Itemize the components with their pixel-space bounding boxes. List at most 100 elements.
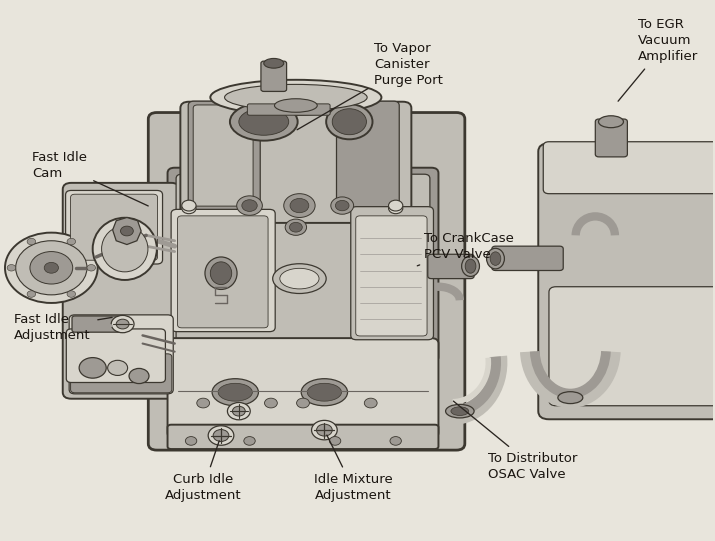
Circle shape [331,197,354,214]
Ellipse shape [212,379,258,406]
Ellipse shape [129,368,149,384]
Circle shape [16,241,87,295]
Ellipse shape [210,80,381,115]
FancyBboxPatch shape [148,113,465,450]
Circle shape [232,406,245,416]
Circle shape [290,222,302,232]
Ellipse shape [205,257,237,289]
FancyBboxPatch shape [428,254,474,279]
FancyBboxPatch shape [167,338,438,438]
Circle shape [27,239,36,245]
Circle shape [44,262,59,273]
Ellipse shape [487,248,504,269]
FancyBboxPatch shape [492,246,563,270]
FancyBboxPatch shape [543,142,715,194]
FancyBboxPatch shape [247,104,330,115]
Text: To EGR
Vacuum
Amplifier: To EGR Vacuum Amplifier [618,18,699,101]
Circle shape [237,196,262,215]
Circle shape [284,194,315,217]
Circle shape [265,398,277,408]
Ellipse shape [451,407,469,415]
Ellipse shape [490,252,500,266]
Circle shape [83,321,87,324]
FancyBboxPatch shape [188,101,260,210]
Text: To Vapor
Canister
Purge Port: To Vapor Canister Purge Port [297,42,443,130]
FancyBboxPatch shape [177,216,268,328]
Circle shape [5,233,98,303]
Circle shape [112,315,134,333]
FancyBboxPatch shape [71,354,172,393]
FancyBboxPatch shape [176,174,430,356]
FancyBboxPatch shape [66,329,165,382]
FancyBboxPatch shape [167,168,438,362]
FancyBboxPatch shape [337,101,399,210]
Text: Idle Mixture
Adjustment: Idle Mixture Adjustment [313,435,393,503]
Circle shape [388,200,403,211]
Circle shape [390,437,401,445]
Circle shape [208,426,234,445]
Circle shape [317,424,332,436]
Ellipse shape [558,392,583,404]
Circle shape [213,430,229,441]
Circle shape [7,265,16,271]
Circle shape [185,437,197,445]
Circle shape [88,324,92,327]
Ellipse shape [272,264,326,293]
Ellipse shape [108,360,127,375]
Ellipse shape [218,383,252,401]
FancyBboxPatch shape [538,143,715,419]
Ellipse shape [79,358,107,378]
Circle shape [330,437,341,445]
Circle shape [67,291,76,297]
Circle shape [182,203,196,214]
Ellipse shape [239,108,289,135]
Ellipse shape [465,259,476,273]
Ellipse shape [225,84,368,110]
Circle shape [312,420,337,440]
FancyBboxPatch shape [180,102,411,223]
Polygon shape [113,217,141,245]
FancyBboxPatch shape [69,315,173,394]
Text: To CrankCase
PCV Valve: To CrankCase PCV Valve [418,232,514,266]
Ellipse shape [93,217,157,280]
Ellipse shape [598,116,623,128]
Ellipse shape [332,109,367,135]
Circle shape [290,199,309,213]
Text: Fast Idle
Cam: Fast Idle Cam [32,150,148,206]
FancyBboxPatch shape [596,119,627,157]
Ellipse shape [264,58,284,68]
Circle shape [388,203,403,214]
Ellipse shape [230,103,297,141]
Ellipse shape [210,262,232,285]
Circle shape [244,437,255,445]
FancyBboxPatch shape [66,190,162,264]
Circle shape [87,265,96,271]
Circle shape [78,324,82,327]
FancyBboxPatch shape [356,216,427,336]
Text: To Distributor
OSAC Valve: To Distributor OSAC Valve [453,401,578,481]
Text: Curb Idle
Adjustment: Curb Idle Adjustment [165,441,242,503]
Circle shape [67,239,76,245]
Circle shape [30,252,73,284]
Circle shape [109,324,113,327]
Text: Fast Idle
Adjustment: Fast Idle Adjustment [14,313,112,342]
FancyBboxPatch shape [171,209,275,332]
Circle shape [27,291,36,297]
Ellipse shape [280,268,319,289]
Ellipse shape [275,98,317,112]
FancyBboxPatch shape [351,207,433,340]
Ellipse shape [445,405,474,418]
Circle shape [117,319,129,329]
Circle shape [365,398,377,408]
Ellipse shape [121,226,133,236]
FancyBboxPatch shape [549,287,715,406]
Ellipse shape [307,383,342,401]
Ellipse shape [102,226,148,272]
Circle shape [227,403,250,420]
Circle shape [242,200,257,212]
Circle shape [182,200,196,211]
FancyBboxPatch shape [72,316,124,332]
FancyBboxPatch shape [193,105,253,206]
Polygon shape [350,184,428,352]
Circle shape [297,398,310,408]
